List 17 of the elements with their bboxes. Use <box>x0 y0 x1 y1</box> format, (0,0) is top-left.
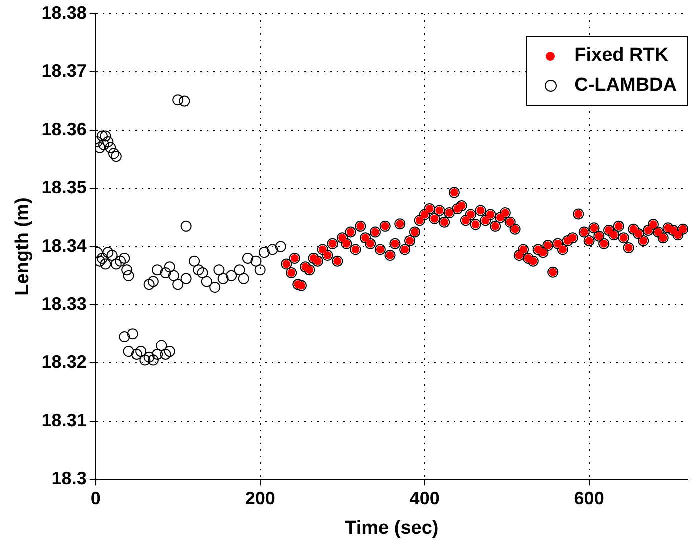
y-axis-title: Length (m) <box>12 198 34 296</box>
y-tick-label: 18.37 <box>42 61 87 82</box>
y-tick-label: 18.38 <box>42 2 87 23</box>
y-tick-label: 18.35 <box>42 178 87 198</box>
x-axis-title: Time (sec) <box>345 518 439 539</box>
y-tick-label: 18.32 <box>42 352 87 372</box>
legend-label: Fixed RTK <box>574 45 669 67</box>
y-tick-label: 18.34 <box>42 236 87 256</box>
y-tick-label: 18.31 <box>42 410 87 430</box>
x-tick-label: 600 <box>574 488 604 508</box>
x-tick-label: 400 <box>410 488 440 508</box>
y-tick-label: 18.36 <box>42 119 87 140</box>
y-tick-label: 18.3 <box>52 468 87 489</box>
legend-label: C-LAMBDA <box>574 75 677 97</box>
x-tick-label: 200 <box>245 488 276 508</box>
x-tick-label: 0 <box>90 488 101 508</box>
y-tick-label: 18.33 <box>42 294 87 314</box>
